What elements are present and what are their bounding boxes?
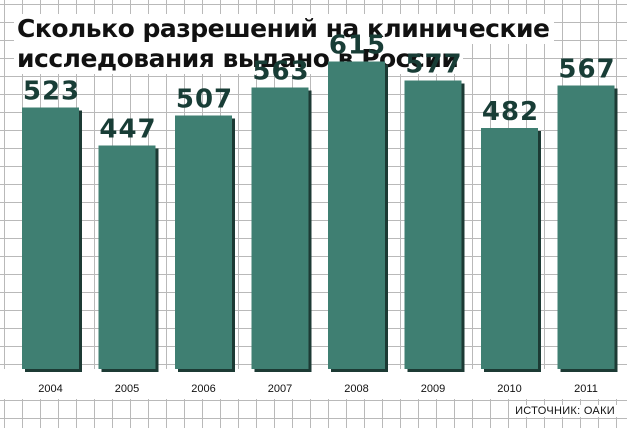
category-label-2009: 2009	[421, 383, 445, 395]
category-label-2010: 2010	[497, 383, 521, 395]
category-label-2007: 2007	[268, 383, 292, 395]
x-axis-strip	[0, 369, 627, 399]
chart-title-line-1: Сколько разрешений на клинические	[14, 14, 555, 44]
bar-2005	[98, 145, 156, 369]
value-label-2011: 567	[558, 55, 615, 85]
bar-2011	[557, 85, 615, 369]
bar-2008	[328, 61, 385, 369]
category-label-2004: 2004	[38, 383, 62, 395]
value-label-2004: 523	[23, 77, 80, 107]
bar-2009	[404, 80, 462, 369]
chart-title: Сколько разрешений на клинические исслед…	[14, 14, 555, 74]
category-label-2008: 2008	[344, 383, 368, 395]
bar-2010	[481, 128, 538, 369]
value-label-2010: 482	[482, 97, 539, 127]
value-label-2009: 577	[405, 50, 462, 80]
value-label-2007: 563	[252, 57, 309, 87]
category-label-2011: 2011	[574, 383, 598, 395]
category-label-2006: 2006	[191, 383, 215, 395]
value-label-2008: 615	[329, 31, 386, 61]
bar-2007	[251, 87, 309, 369]
bar-2004	[22, 107, 79, 369]
category-label-2005: 2005	[115, 383, 139, 395]
value-label-2006: 507	[176, 85, 233, 115]
bar-2006	[175, 115, 232, 369]
source-note: ИСТОЧНИК: ОАКИ	[513, 405, 617, 417]
value-label-2005: 447	[99, 115, 156, 145]
